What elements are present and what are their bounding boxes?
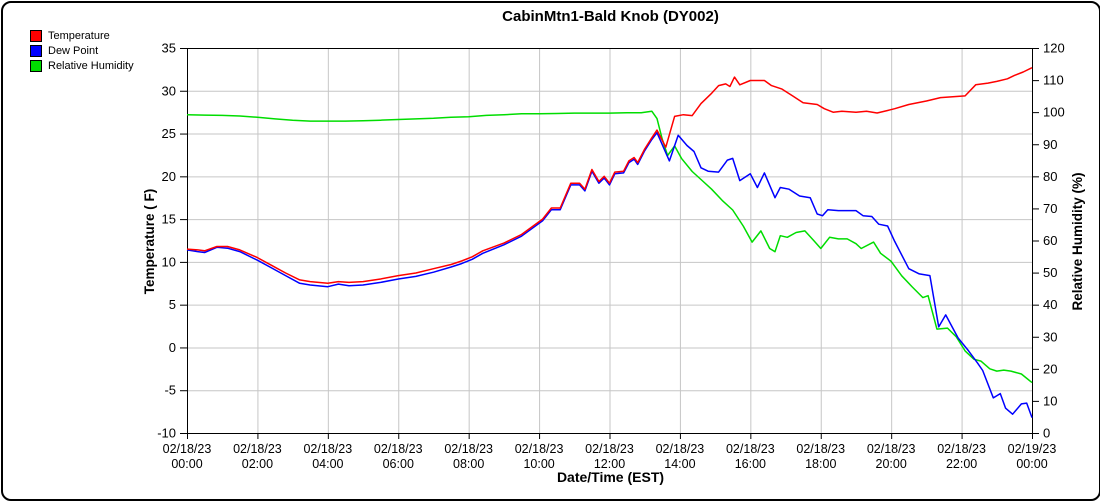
- right-axis-tick-label: 40: [1043, 297, 1057, 312]
- svg-text:00:00: 00:00: [171, 457, 202, 471]
- svg-text:02/18/23: 02/18/23: [515, 442, 564, 456]
- left-axis-tick-label: 30: [162, 83, 176, 98]
- right-axis-tick-label: 60: [1043, 233, 1057, 248]
- left-axis-tick-label: 20: [162, 169, 176, 184]
- relative-humidity-line: [186, 110, 1033, 384]
- svg-text:02/18/23: 02/18/23: [303, 442, 352, 456]
- left-axis-tick-label: 15: [162, 212, 176, 227]
- right-axis-tick-label: 10: [1043, 393, 1057, 408]
- svg-text:00:00: 00:00: [1016, 457, 1047, 471]
- svg-text:18:00: 18:00: [805, 457, 836, 471]
- temperature-line: [186, 67, 1033, 285]
- legend-item-dew-point: Dew Point: [30, 43, 134, 58]
- right-axis-tick-label: 120: [1043, 41, 1065, 56]
- svg-text:02:00: 02:00: [242, 457, 273, 471]
- legend-label-temperature: Temperature: [48, 29, 110, 42]
- svg-text:02/18/23: 02/18/23: [585, 442, 634, 456]
- svg-text:02/19/23: 02/19/23: [1008, 442, 1057, 456]
- axis-tick-labels: 35302520151050-5-10120110100908070605040…: [157, 41, 1065, 472]
- svg-text:12:00: 12:00: [594, 457, 625, 471]
- svg-text:02/18/23: 02/18/23: [444, 442, 493, 456]
- right-axis-tick-label: 100: [1043, 105, 1065, 120]
- svg-text:08:00: 08:00: [453, 457, 484, 471]
- axis-ticks: [180, 48, 1039, 439]
- left-axis-tick-label: 25: [162, 126, 176, 141]
- legend-label-dew-point: Dew Point: [48, 44, 99, 57]
- legend-item-relative-humidity: Relative Humidity: [30, 58, 134, 73]
- svg-text:02/18/23: 02/18/23: [163, 442, 212, 456]
- plot-area: 35302520151050-5-10120110100908070605040…: [157, 41, 1065, 472]
- svg-text:04:00: 04:00: [312, 457, 343, 471]
- svg-text:02/18/23: 02/18/23: [374, 442, 423, 456]
- left-axis-tick-label: 35: [162, 41, 176, 56]
- svg-text:10:00: 10:00: [523, 457, 554, 471]
- right-axis-tick-label: 30: [1043, 329, 1057, 344]
- dew-point-swatch-icon: [30, 44, 42, 57]
- svg-text:22:00: 22:00: [946, 457, 977, 471]
- right-axis-tick-label: 80: [1043, 169, 1057, 184]
- relative-humidity-swatch-icon: [30, 59, 42, 72]
- right-axis-tick-label: 110: [1043, 73, 1064, 88]
- right-axis-tick-label: 0: [1043, 426, 1050, 441]
- right-axis-tick-label: 20: [1043, 361, 1057, 376]
- svg-text:20:00: 20:00: [876, 457, 907, 471]
- legend: Temperature Dew Point Relative Humidity: [30, 28, 134, 73]
- left-axis-tick-label: -10: [157, 426, 176, 441]
- legend-item-temperature: Temperature: [30, 28, 134, 43]
- left-axis-tick-label: -5: [164, 383, 176, 398]
- right-axis-tick-label: 90: [1043, 137, 1057, 152]
- svg-text:02/18/23: 02/18/23: [796, 442, 845, 456]
- left-axis-tick-label: 10: [162, 254, 176, 269]
- right-axis-tick-label: 50: [1043, 265, 1057, 280]
- left-axis-tick-label: 5: [169, 297, 176, 312]
- chart-title: CabinMtn1-Bald Knob (DY002): [502, 8, 719, 25]
- svg-text:16:00: 16:00: [735, 457, 766, 471]
- dew-point-line: [186, 131, 1033, 418]
- svg-text:02/18/23: 02/18/23: [867, 442, 916, 456]
- left-axis-tick-label: 0: [169, 340, 176, 355]
- svg-text:02/18/23: 02/18/23: [656, 442, 705, 456]
- x-axis-label: Date/Time (EST): [556, 469, 665, 485]
- svg-text:06:00: 06:00: [383, 457, 414, 471]
- svg-text:02/18/23: 02/18/23: [233, 442, 282, 456]
- right-axis-tick-label: 70: [1043, 201, 1057, 216]
- svg-text:14:00: 14:00: [664, 457, 695, 471]
- svg-text:02/18/23: 02/18/23: [726, 442, 775, 456]
- temperature-swatch-icon: [30, 29, 42, 42]
- svg-text:02/18/23: 02/18/23: [937, 442, 986, 456]
- legend-label-relative-humidity: Relative Humidity: [48, 59, 134, 72]
